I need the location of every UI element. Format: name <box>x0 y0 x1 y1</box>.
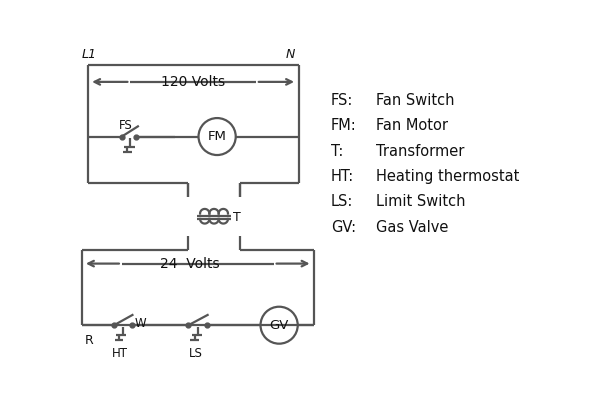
Text: L1: L1 <box>81 48 97 61</box>
Text: R: R <box>84 334 93 348</box>
Text: HT: HT <box>112 347 127 360</box>
Text: Gas Valve: Gas Valve <box>376 220 448 235</box>
Text: FM: FM <box>208 130 227 143</box>
Text: LS: LS <box>189 347 203 360</box>
Text: T: T <box>232 211 240 224</box>
Text: Fan Motor: Fan Motor <box>376 118 448 133</box>
Text: Transformer: Transformer <box>376 144 464 159</box>
Text: Limit Switch: Limit Switch <box>376 194 466 210</box>
Text: FS: FS <box>119 119 132 132</box>
Text: FS:: FS: <box>331 93 353 108</box>
Text: FM:: FM: <box>331 118 357 133</box>
Text: LS:: LS: <box>331 194 353 210</box>
Text: GV:: GV: <box>331 220 356 235</box>
Text: Heating thermostat: Heating thermostat <box>376 169 519 184</box>
Text: GV: GV <box>270 319 289 332</box>
Text: N: N <box>286 48 296 61</box>
Text: W: W <box>135 317 146 330</box>
Text: 24  Volts: 24 Volts <box>160 257 220 270</box>
Text: Fan Switch: Fan Switch <box>376 93 454 108</box>
Text: T:: T: <box>331 144 343 159</box>
Text: HT:: HT: <box>331 169 355 184</box>
Text: 120 Volts: 120 Volts <box>161 75 225 89</box>
